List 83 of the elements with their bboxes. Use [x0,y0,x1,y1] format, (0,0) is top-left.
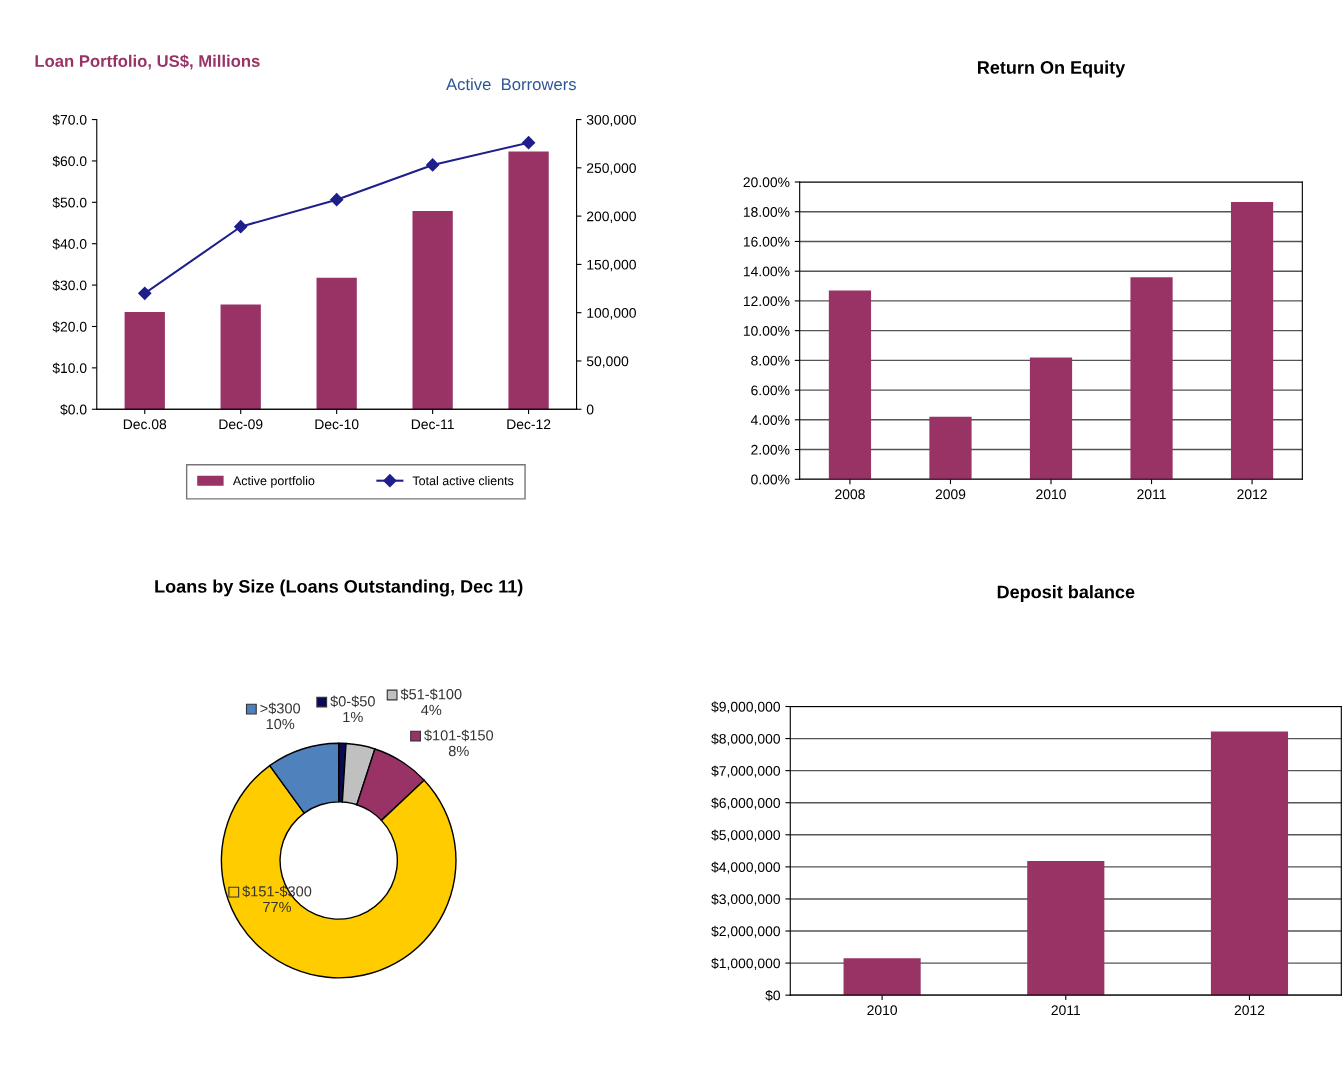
y-tick-label: $7,000,000 [711,765,781,778]
point [522,136,536,150]
y2-tick-label: 100,000 [587,308,636,320]
y-tick-label: 16.00% [743,236,790,247]
x-tick-label: Dec-10 [315,419,359,430]
x-tick-label: Dec-09 [219,419,263,430]
y-tick-label: 10.00% [743,325,790,336]
y-tick-label: 18.00% [743,207,790,217]
y-tick-label: $70.0 [52,114,87,126]
y2-axis-title: Active Borrowers [446,77,576,91]
y-tick-label: $30.0 [52,279,87,292]
point [426,158,440,172]
y-tick-label: 14.00% [743,266,790,277]
legend-label: $101-$150 [424,729,494,742]
y-tick-label: 4.00% [750,415,790,425]
x-tick-label: 2011 [1137,489,1166,500]
y-tick-label: $0.0 [60,404,87,416]
data-label: 8% [448,745,469,757]
data-label: 77% [263,901,292,913]
chart-title: Loans by Size (Loans Outstanding, Dec 11) [155,579,523,597]
y-tick-label: $10.0 [52,362,87,374]
y2-tick-label: 150,000 [587,259,636,272]
point [330,193,344,207]
bar [843,958,921,996]
y2-tick-label: 0 [586,404,594,415]
y-tick-label: $20.0 [52,321,87,333]
x-tick-label: 2008 [835,489,865,500]
bar [412,211,453,410]
bar [1130,277,1173,480]
bar [929,416,972,480]
x-tick-label: 2010 [1036,489,1066,500]
legend-label: Total active clients [412,476,514,486]
y-tick-label: 20.00% [743,177,790,188]
y-tick-label: $50.0 [52,197,87,209]
y-tick-label: 12.00% [743,296,790,307]
x-tick-label: 2009 [935,489,966,500]
bar [828,290,872,480]
y2-tick-label: 250,000 [587,163,636,175]
bar [124,312,165,410]
y-tick-label: 6.00% [751,385,790,396]
data-label: 4% [421,704,442,716]
y-tick-label: $4,000,000 [711,861,781,874]
y-tick-label: $40.0 [52,238,87,250]
y-tick-label: $5,000,000 [711,829,781,842]
y-tick-label: $6,000,000 [711,797,781,810]
bar [220,304,261,410]
y-tick-label: 8.00% [751,355,790,366]
y-tick-label: $1,000,000 [711,957,781,970]
legend-label: Active portfolio [232,476,315,488]
y2-tick-label: 300,000 [586,114,636,127]
x-tick-label: Dec-11 [411,419,454,430]
y-tick-label: $9,000,000 [711,701,781,714]
chart-title: Deposit balance [997,585,1135,602]
y-tick-label: 0.00% [751,474,790,485]
x-tick-label: 2012 [1234,1005,1265,1016]
point [234,220,248,234]
chart-title: Return On Equity [977,60,1126,78]
x-tick-label: Dec.08 [123,419,167,430]
data-label: 10% [266,718,295,730]
y-tick-label: 2.00% [751,444,790,455]
bar [316,277,357,410]
bar [1029,357,1073,480]
x-tick-label: Dec-12 [507,419,551,430]
y-tick-label: $8,000,000 [711,733,781,746]
x-tick-label: 2012 [1237,489,1267,500]
y-tick-label: $0 [765,989,781,1002]
legend-label: $51-$100 [400,688,462,701]
legend-label: >$300 [260,702,301,715]
y-tick-label: $60.0 [52,155,87,167]
bar [1230,202,1274,480]
bar [508,151,549,410]
y-tick-label: $2,000,000 [711,925,781,938]
data-label: 1% [343,711,363,723]
y-tick-label: $3,000,000 [711,893,781,906]
x-tick-label: 2011 [1051,1005,1081,1016]
legend-label: $0-$50 [330,695,375,708]
y2-tick-label: 200,000 [587,211,636,223]
y2-tick-label: 50,000 [586,356,629,368]
bar [1210,731,1289,996]
x-tick-label: 2010 [867,1005,898,1016]
point [138,286,152,300]
y-axis-title: Loan Portfolio, US$, Millions [35,54,260,70]
bar [1027,861,1105,996]
